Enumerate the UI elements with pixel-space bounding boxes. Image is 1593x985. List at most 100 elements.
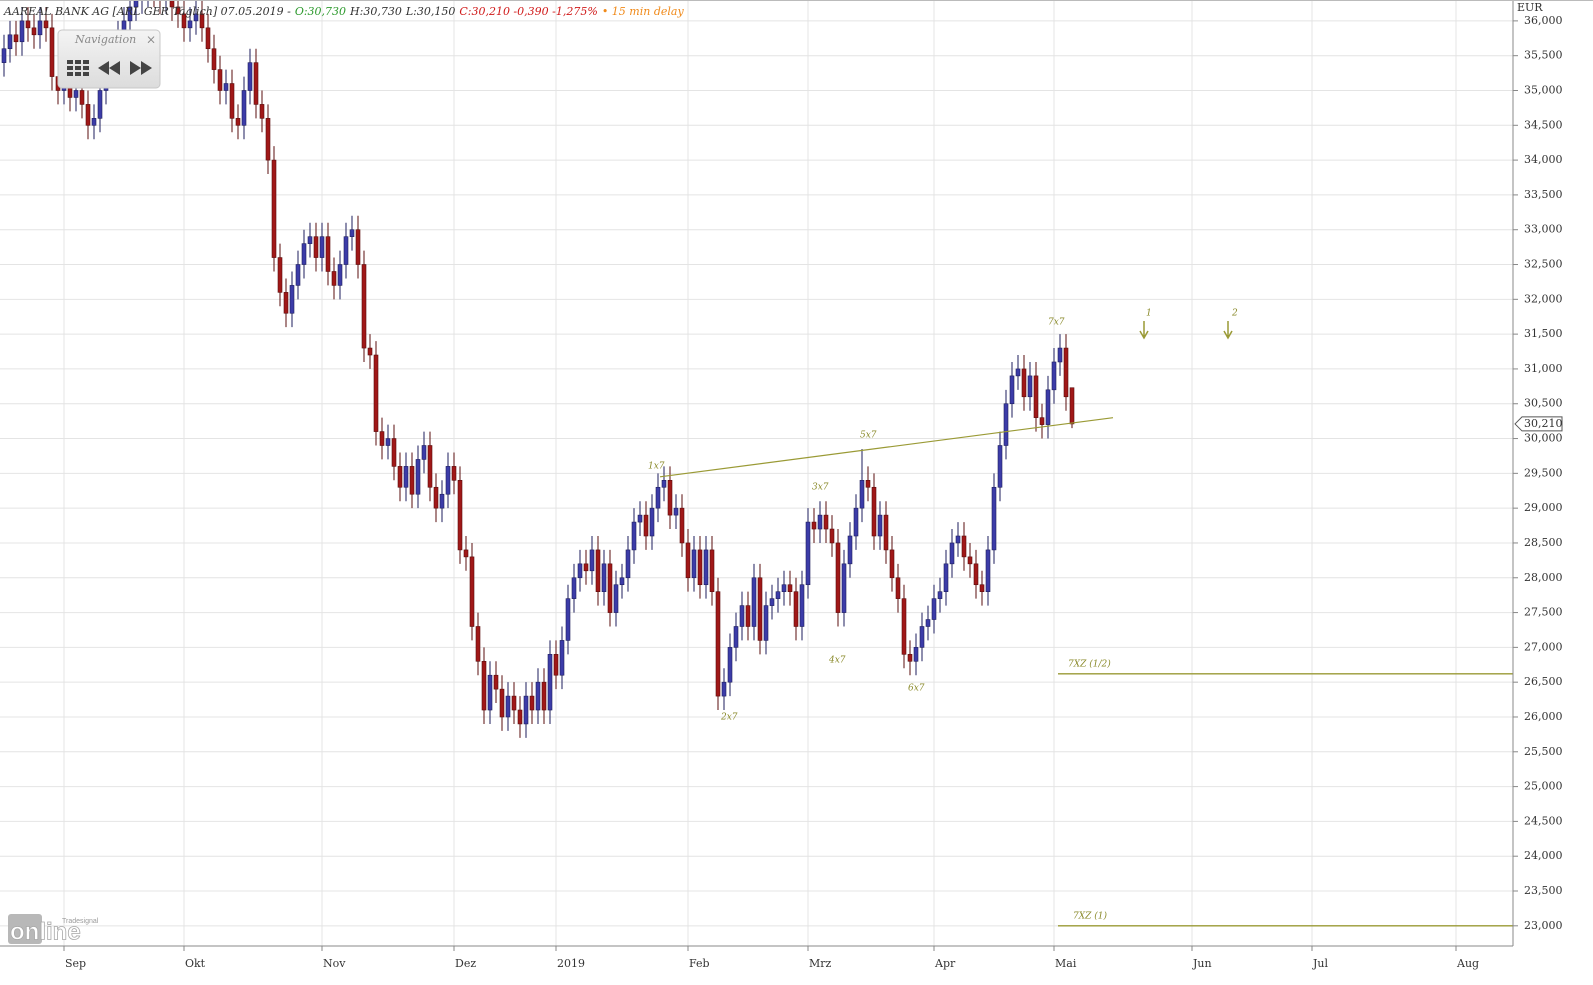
candle-body (919, 626, 925, 648)
candle-body (913, 647, 919, 662)
candle-body (241, 90, 247, 126)
candle-body (181, 13, 187, 29)
candle-body (565, 598, 571, 641)
candle-body (1051, 361, 1057, 391)
x-tick-label: Dez (455, 957, 476, 970)
candle-body (349, 229, 355, 237)
candle-body (73, 90, 79, 98)
candle-body (43, 20, 49, 29)
candle-body (475, 626, 481, 662)
forward-button[interactable] (130, 61, 152, 75)
candle-body (205, 27, 211, 50)
candle-body (331, 271, 337, 286)
candle-body (1063, 347, 1069, 398)
y-tick-label: 28,000 (1524, 571, 1563, 584)
navigation-close[interactable]: × (146, 33, 156, 47)
candle-body (655, 486, 661, 509)
y-tick-label: 34,000 (1524, 153, 1563, 166)
grid-icon[interactable] (67, 60, 89, 76)
candle-body (559, 640, 565, 676)
y-tick-label: 30,500 (1524, 397, 1563, 410)
candle-body (229, 83, 235, 119)
annotation: 7x7 (1048, 318, 1065, 328)
x-tick-label: Mai (1055, 957, 1077, 970)
candle-body (949, 542, 955, 565)
candle-body (523, 695, 529, 725)
candle-body (325, 236, 331, 272)
header-instrument: AAREAL BANK AG [ARL GER Täglich] 07.05.2… (3, 5, 291, 18)
candle-body (217, 69, 223, 91)
candle-body (439, 493, 445, 509)
annotation: 1 (1146, 309, 1152, 319)
candle-body (85, 104, 91, 126)
last-price-label: 30,210 (1524, 417, 1563, 430)
candle-body (253, 62, 259, 105)
candle-body (985, 549, 991, 592)
candle-body (535, 681, 541, 711)
candle-body (649, 507, 655, 537)
annotation: 4x7 (828, 656, 846, 666)
x-tick-label: Nov (323, 957, 346, 970)
y-tick-label: 27,000 (1524, 640, 1563, 653)
y-tick-label: 24,500 (1524, 814, 1563, 827)
header-open: O:30,730 (295, 5, 346, 18)
candle-body (361, 264, 367, 349)
rewind-button[interactable] (98, 61, 120, 75)
candle-body (583, 563, 589, 572)
candle-body (709, 549, 715, 592)
candle-body (133, 0, 139, 8)
candle-body (259, 104, 265, 119)
candle-body (955, 535, 961, 544)
candle-body (739, 605, 745, 627)
candle-body (577, 563, 583, 579)
header-delay: • 15 min delay (602, 5, 685, 18)
candle-body (289, 285, 295, 314)
candle-body (847, 535, 853, 565)
y-tick-label: 26,000 (1524, 710, 1563, 723)
candle-body (931, 598, 937, 620)
x-tick-label: Okt (185, 957, 206, 970)
y-unit: EUR (1517, 1, 1543, 14)
candle-body (865, 480, 871, 488)
candle-body (715, 591, 721, 697)
candle-body (937, 591, 943, 599)
y-tick-label: 23,500 (1524, 884, 1563, 897)
candle-body (889, 549, 895, 579)
candle-body (727, 647, 733, 683)
candle-body (469, 556, 475, 627)
navigation-panel[interactable]: Navigation × (57, 29, 161, 89)
candle-body (751, 577, 757, 627)
annotation: 3x7 (812, 483, 829, 493)
candle-body (13, 34, 19, 43)
x-tick-label: Aug (1456, 957, 1479, 970)
candle-body (403, 466, 409, 488)
x-tick-label: Jul (1312, 957, 1328, 970)
x-tick-label: Apr (934, 957, 956, 970)
y-tick-label: 35,500 (1524, 49, 1563, 62)
candle-body (1021, 368, 1027, 398)
candle-body (193, 13, 199, 22)
header: AAREAL BANK AG [ARL GER Täglich] 07.05.2… (3, 5, 684, 18)
candle-body (427, 445, 433, 488)
candle-body (271, 159, 277, 258)
candle-body (835, 542, 841, 613)
candle-body (445, 466, 451, 495)
candle-body (799, 584, 805, 627)
candle-body (973, 563, 979, 586)
candle-body (319, 236, 325, 258)
candle-body (1, 48, 7, 63)
candle-body (793, 591, 799, 627)
annotation: 6x7 (908, 684, 925, 694)
candle-body (631, 521, 637, 551)
candle-body (517, 709, 523, 725)
annotation: 5x7 (860, 431, 877, 441)
candle-body (355, 229, 361, 265)
level-label: 7XZ (1) (1073, 910, 1107, 921)
logo: Tradesignal online (8, 914, 99, 946)
candle-body (637, 514, 643, 523)
candle-body (883, 514, 889, 551)
candle-body (679, 507, 685, 544)
candle-body (667, 480, 673, 516)
candle-body (25, 20, 31, 29)
